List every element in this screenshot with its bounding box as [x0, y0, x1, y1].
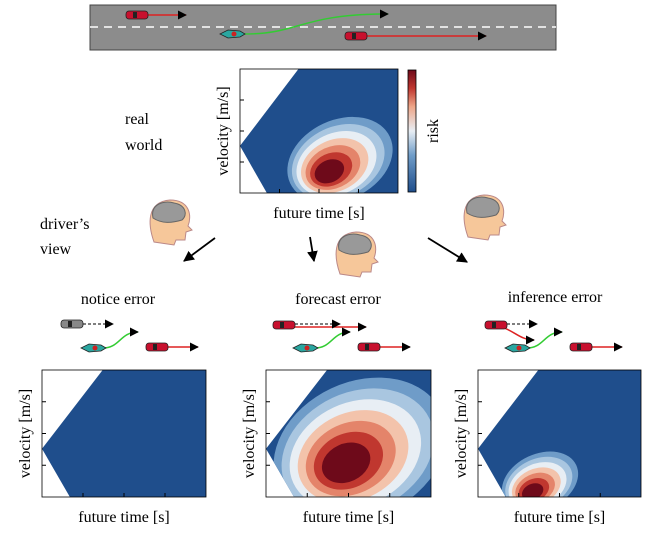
car-window	[68, 321, 72, 327]
car-window	[133, 12, 137, 18]
y-axis-label: velocity [m/s]	[215, 86, 232, 175]
panel-title: forecast error	[295, 291, 381, 308]
rider	[231, 31, 237, 37]
risk-level	[321, 442, 371, 484]
panel-title: inference error	[508, 289, 603, 306]
colorbar	[407, 69, 417, 193]
arrows	[183, 236, 468, 263]
rider	[304, 345, 310, 351]
brain	[152, 201, 186, 223]
car-window	[492, 322, 496, 328]
driver-view-label: view	[40, 241, 72, 258]
trajectory	[314, 327, 351, 349]
y-axis-label: velocity [m/s]	[241, 389, 258, 478]
car-window	[153, 344, 157, 350]
road-scene	[89, 4, 557, 51]
trajectory	[526, 327, 563, 349]
risk-map	[41, 369, 207, 498]
risk-map	[265, 369, 432, 498]
trajectory	[244, 9, 389, 35]
trajectory	[102, 327, 139, 349]
risk-blob	[287, 116, 393, 193]
x-axis-label: future time [s]	[514, 509, 606, 526]
risk-blob	[273, 377, 431, 497]
risk-map	[477, 369, 642, 498]
car-window	[352, 33, 356, 39]
risk-region	[42, 370, 206, 497]
real-world-label: real	[125, 111, 150, 128]
car-window	[577, 344, 581, 350]
car-window	[365, 344, 369, 350]
panel-title: notice error	[81, 291, 156, 308]
x-axis-label: future time [s]	[303, 509, 395, 526]
brain	[338, 233, 372, 255]
rider	[516, 345, 522, 351]
y-axis-label: velocity [m/s]	[453, 389, 470, 478]
brain	[466, 196, 500, 218]
y-axis-label: velocity [m/s]	[17, 389, 34, 478]
car-window	[280, 322, 284, 328]
risk-level	[314, 159, 345, 184]
real-world-label: world	[125, 137, 162, 154]
risk-map	[239, 68, 399, 194]
risk-level	[521, 483, 544, 497]
x-axis-label: future time [s]	[273, 205, 365, 222]
colorbar-label: risk	[425, 119, 442, 143]
rider	[92, 345, 98, 351]
x-axis-label: future time [s]	[78, 509, 170, 526]
driver-view-label: driver’s	[40, 216, 89, 233]
